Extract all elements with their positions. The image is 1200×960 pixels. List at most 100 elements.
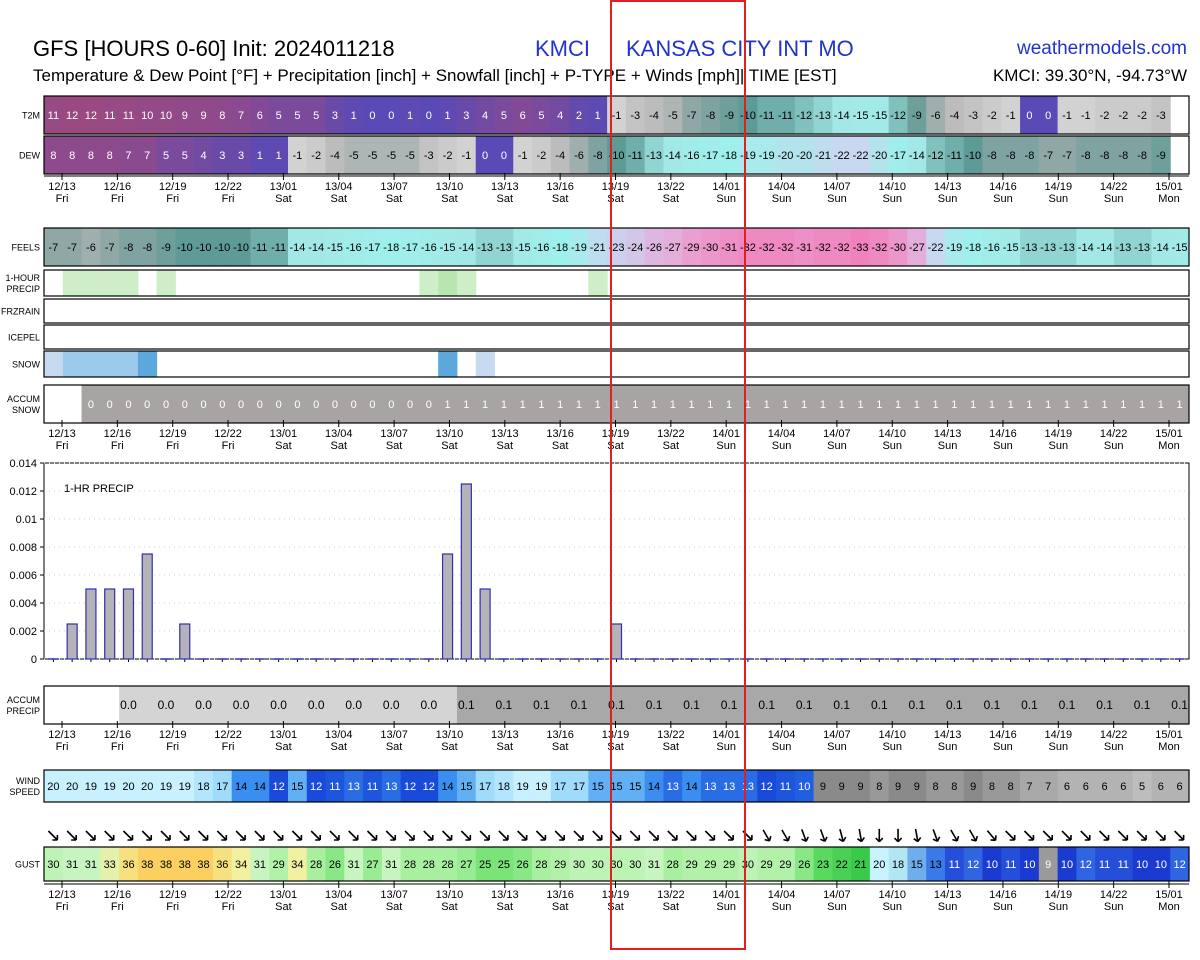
gust-cell — [588, 847, 608, 881]
time-axis-1-tick-day: Sat — [330, 193, 347, 205]
time-axis-2-tick-date: 14/10 — [878, 428, 906, 440]
feels-value: -32 — [740, 242, 756, 254]
time-axis-1-tick-day: Mon — [1158, 193, 1179, 205]
wind-speed-cell — [794, 770, 815, 802]
t2m-value: 4 — [482, 110, 488, 122]
wind-arrow — [216, 830, 228, 841]
gust-value: 21 — [854, 859, 866, 871]
feels-cell — [363, 228, 383, 266]
gust-value: 10 — [1061, 859, 1073, 871]
gust-value: 28 — [535, 859, 547, 871]
snow-frame — [43, 350, 1190, 378]
dew-value: -10 — [609, 150, 625, 162]
dew-value: -19 — [740, 150, 756, 162]
feels-cell — [175, 228, 195, 266]
accum-precip-cell — [813, 686, 833, 724]
accum-precip-value: 0.0 — [158, 698, 175, 712]
t2m-cell — [62, 96, 83, 134]
gust-cell — [1076, 847, 1096, 881]
accum-snow-cell — [869, 385, 890, 423]
time-axis-2-tick-day: Sat — [663, 440, 680, 452]
accum-snow-cell — [663, 385, 683, 423]
feels-value: -32 — [759, 242, 775, 254]
t2m-cell — [588, 96, 608, 134]
t2m-cell — [1113, 96, 1134, 134]
gust-cell — [569, 847, 589, 881]
gust-cell — [532, 847, 552, 881]
accum-snow-value: 1 — [1177, 399, 1183, 411]
feels-value: -14 — [1078, 242, 1094, 254]
time-axis-1-tick-day: Sat — [663, 193, 680, 205]
time-axis-1-tick-date: 14/04 — [768, 181, 796, 193]
dew-value: -18 — [721, 150, 737, 162]
feels-value: -10 — [196, 242, 212, 254]
feels-cell — [194, 228, 214, 266]
feels-cell — [212, 228, 233, 266]
feels-cell — [794, 228, 815, 266]
time-axis-3-tick-date: 14/07 — [823, 729, 851, 741]
wind-arrow — [667, 830, 678, 841]
gust-value: 18 — [892, 859, 904, 871]
gust-cell — [1001, 847, 1021, 881]
accum-precip-cell — [663, 686, 683, 724]
accum-snow-cell — [62, 385, 83, 423]
wind-speed-cell — [325, 770, 345, 802]
feels-cell — [1151, 228, 1171, 266]
gust-value: 36 — [122, 859, 134, 871]
wind-speed-value: 7 — [1045, 781, 1051, 793]
wind-speed-value: 9 — [970, 781, 976, 793]
accum-precip-cell — [625, 686, 646, 724]
t2m-cell — [532, 96, 552, 134]
feels-cell — [550, 228, 571, 266]
accum-precip-value: 0.1 — [533, 698, 550, 712]
wind-arrow — [498, 830, 509, 841]
accum-precip-cell — [269, 686, 289, 724]
gust-cell — [625, 847, 646, 881]
wind-speed-value: 6 — [1064, 781, 1070, 793]
accum-precip-cell — [944, 686, 965, 724]
precip1h-cell — [81, 270, 101, 296]
gust-value: 31 — [66, 859, 78, 871]
accum-snow-cell — [419, 385, 439, 423]
wind-speed-value: 18 — [498, 781, 510, 793]
dew-value: -17 — [702, 150, 718, 162]
dew-cell — [325, 136, 345, 174]
dew-cell — [569, 136, 589, 174]
accum-snow-value: 0 — [313, 399, 319, 411]
feels-value: -8 — [142, 242, 152, 254]
feels-value: -10 — [177, 242, 193, 254]
dew-cell — [363, 136, 383, 174]
time-axis-2-tick-date: 12/13 — [48, 428, 76, 440]
feels-cell — [1132, 228, 1152, 266]
feels-cell — [700, 228, 721, 266]
t2m-cell — [963, 96, 984, 134]
time-axis-1-tick-day: Sun — [1049, 193, 1069, 205]
time-axis-4-tick-day: Sun — [882, 901, 902, 913]
snow-cell — [137, 351, 158, 377]
wind-speed-cell — [682, 770, 702, 802]
wind-speed-value: 20 — [141, 781, 153, 793]
time-axis-1-tick-day: Sat — [386, 193, 403, 205]
feels-value: -18 — [965, 242, 981, 254]
t2m-value: 3 — [332, 110, 338, 122]
accum-precip-value: 0.1 — [1134, 698, 1151, 712]
wind-speed-cell — [963, 770, 984, 802]
accum-snow-cell — [625, 385, 646, 423]
time-axis-1-tick-date: 13/04 — [325, 181, 353, 193]
t2m-cell — [250, 96, 270, 134]
time-axis-1-tick-date: 12/16 — [104, 181, 132, 193]
site-link[interactable]: weathermodels.com — [1016, 38, 1187, 59]
accum-snow-value: 1 — [1045, 399, 1051, 411]
wind-speed-value: 12 — [310, 781, 322, 793]
dew-value: 1 — [276, 150, 282, 162]
precip-bar — [179, 623, 191, 660]
feels-value: -30 — [702, 242, 718, 254]
gust-cell — [269, 847, 289, 881]
time-axis-1-tick-day: Sun — [993, 193, 1013, 205]
wind-speed-value: 19 — [179, 781, 191, 793]
accum-snow-cell — [306, 385, 327, 423]
wind-arrow — [160, 830, 171, 841]
feels-value: -18 — [383, 242, 399, 254]
gust-value: 34 — [235, 859, 247, 871]
wind-speed-cell — [81, 770, 101, 802]
